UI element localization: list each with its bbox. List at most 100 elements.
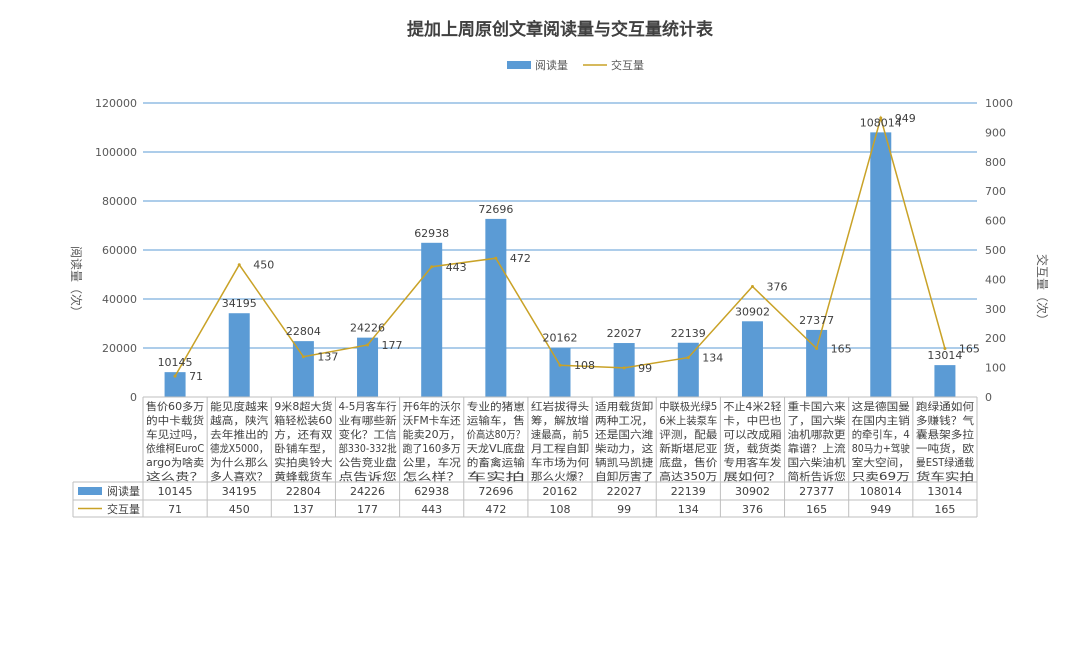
line-data-label: 949 <box>895 112 916 125</box>
bar <box>485 218 507 397</box>
y2-axis-title: 交互量（次） <box>1035 254 1050 326</box>
bar <box>164 372 186 397</box>
table-cell-read: 108014 <box>860 485 902 498</box>
bar-data-label: 22139 <box>671 327 706 340</box>
legend-label-line: 交互量 <box>611 58 644 72</box>
bar <box>934 365 956 397</box>
y2-tick-label: 800 <box>985 156 1006 169</box>
line-point <box>879 116 883 120</box>
table-cell-read: 30902 <box>735 485 770 498</box>
table-cell-interact: 108 <box>550 503 571 516</box>
line-data-label: 108 <box>574 359 595 372</box>
table-cell-interact: 99 <box>617 503 631 516</box>
y-tick-label: 0 <box>130 391 137 404</box>
bar-data-label: 10145 <box>158 356 193 369</box>
chart-title: 提加上周原创文章阅读量与交互量统计表 <box>407 19 714 40</box>
table-cell-interact: 177 <box>357 503 378 516</box>
category-label: 重卡国六来了，国六柴油机哪款更靠谱？上流国六柴油机简析告诉您 <box>788 400 847 483</box>
table-cell-read: 22027 <box>607 485 642 498</box>
y2-tick-label: 700 <box>985 185 1006 198</box>
y-axis-ticks: 0 20000 40000 60000 80000 100000 120000 <box>95 97 137 404</box>
bar-data-label: 22804 <box>286 325 321 338</box>
line-data-label: 443 <box>446 261 467 274</box>
table-cell-read: 13014 <box>927 485 962 498</box>
bar <box>228 313 250 397</box>
table-cell-read: 27377 <box>799 485 834 498</box>
line-point <box>366 343 370 347</box>
line-data-label: 450 <box>253 259 274 272</box>
line-point <box>494 256 498 260</box>
y2-tick-label: 200 <box>985 332 1006 345</box>
line-point <box>943 346 947 350</box>
line-point <box>430 265 434 269</box>
table-cell-interact: 472 <box>485 503 506 516</box>
line-data-label: 376 <box>766 280 787 293</box>
table-cell-read: 20162 <box>543 485 578 498</box>
line-point <box>622 366 626 370</box>
bar <box>613 343 635 397</box>
y-tick-label: 60000 <box>102 244 137 257</box>
y-tick-label: 100000 <box>95 146 137 159</box>
line-data-label: 165 <box>831 342 852 355</box>
line-data-label: 137 <box>317 351 338 364</box>
line-data-label: 99 <box>638 362 652 375</box>
bar <box>806 329 828 397</box>
table-key-bar <box>78 487 102 495</box>
category-label: 红岩拔得头筹，解放增速最高，前5 月工程自卸车市场为何那么火爆？ <box>531 400 590 483</box>
line-data-label: 71 <box>189 370 203 383</box>
category-label: 售价60多万的中卡载货车见过吗，依维柯EuroC argo为啥卖这么贵？ <box>146 400 204 483</box>
bar-data-label: 20162 <box>543 332 578 345</box>
y2-tick-label: 0 <box>985 391 992 404</box>
category-label: 专业的猪崽运输车，售价高达80万？天龙VL底盘的畜禽运输车实拍 <box>467 400 526 483</box>
bar-data-label: 34195 <box>222 297 257 310</box>
bar-data-label: 27377 <box>799 314 834 327</box>
table-cell-interact: 134 <box>678 503 699 516</box>
y2-tick-label: 500 <box>985 244 1006 257</box>
category-label: 跑绿通如何多赚钱？气囊悬架多拉一吨货，欧曼EST绿通载货车实拍 <box>916 400 975 483</box>
table-cell-interact: 71 <box>168 503 182 516</box>
line-data-label: 177 <box>382 339 403 352</box>
category-label: 4-5月客车行业有哪些新变化？工信部330-332批公告竞业盘点告诉您 <box>338 400 397 483</box>
line-series <box>173 115 947 378</box>
bar <box>870 132 892 397</box>
bar <box>549 347 571 397</box>
legend-swatch-bar <box>507 61 531 69</box>
line-point <box>815 346 819 350</box>
table-cell-interact: 165 <box>934 503 955 516</box>
table-cell-read: 72696 <box>478 485 513 498</box>
y-tick-label: 40000 <box>102 293 137 306</box>
bar-data-label: 13014 <box>927 349 962 362</box>
bar <box>292 341 314 397</box>
line-data-label: 134 <box>702 352 723 365</box>
data-labels: 10145 34195 22804 24226 62938 72696 20162 22027… <box>158 112 980 383</box>
category-label: 不止4米2轻卡，中巴也可以改成厢货，载货类专用客车发展如何？ <box>723 400 782 483</box>
y2-tick-label: 600 <box>985 215 1006 228</box>
line-point <box>173 374 177 378</box>
category-label: 开6年的沃尔沃FM卡车还能卖20万，跑了160多万公里，车况怎么样？ <box>403 400 462 483</box>
line-point <box>686 356 690 360</box>
category-label: 9米8超大货箱轻松装60 方，还有双卧铺车型，实拍奥铃大黄蜂载货车 <box>274 400 333 483</box>
bar-data-label: 108014 <box>860 116 902 129</box>
y2-tick-label: 900 <box>985 126 1006 139</box>
y2-tick-label: 300 <box>985 303 1006 316</box>
line-data-label: 165 <box>959 342 980 355</box>
category-label: 中联极光绿5 6米上装泵车评测，配最新斯堪尼亚底盘，售价高达350万 <box>659 400 718 483</box>
bar-data-label: 72696 <box>478 203 513 216</box>
category-label: 这是德国曼在国内主销的牵引车，4 80马力+驾驶室大空间，只卖69万 <box>852 400 911 483</box>
bar <box>357 337 379 397</box>
table-row-label-bar: 阅读量 <box>107 484 140 498</box>
bar-series <box>164 132 956 397</box>
line-point <box>558 363 562 367</box>
line-point <box>237 263 241 267</box>
table-cell-interact: 450 <box>229 503 250 516</box>
data-table: 售价60多万的中卡载货车见过吗，依维柯EuroC argo为啥卖这么贵？能见度越来… <box>72 396 978 518</box>
y-axis-title: 阅读量（次） <box>69 246 83 318</box>
table-cell-read: 10145 <box>158 485 193 498</box>
y-tick-label: 120000 <box>95 97 137 110</box>
table-cell-read: 22139 <box>671 485 706 498</box>
table-cell-interact: 165 <box>806 503 827 516</box>
line-data-label: 472 <box>510 252 531 265</box>
bar-data-label: 24226 <box>350 322 385 335</box>
